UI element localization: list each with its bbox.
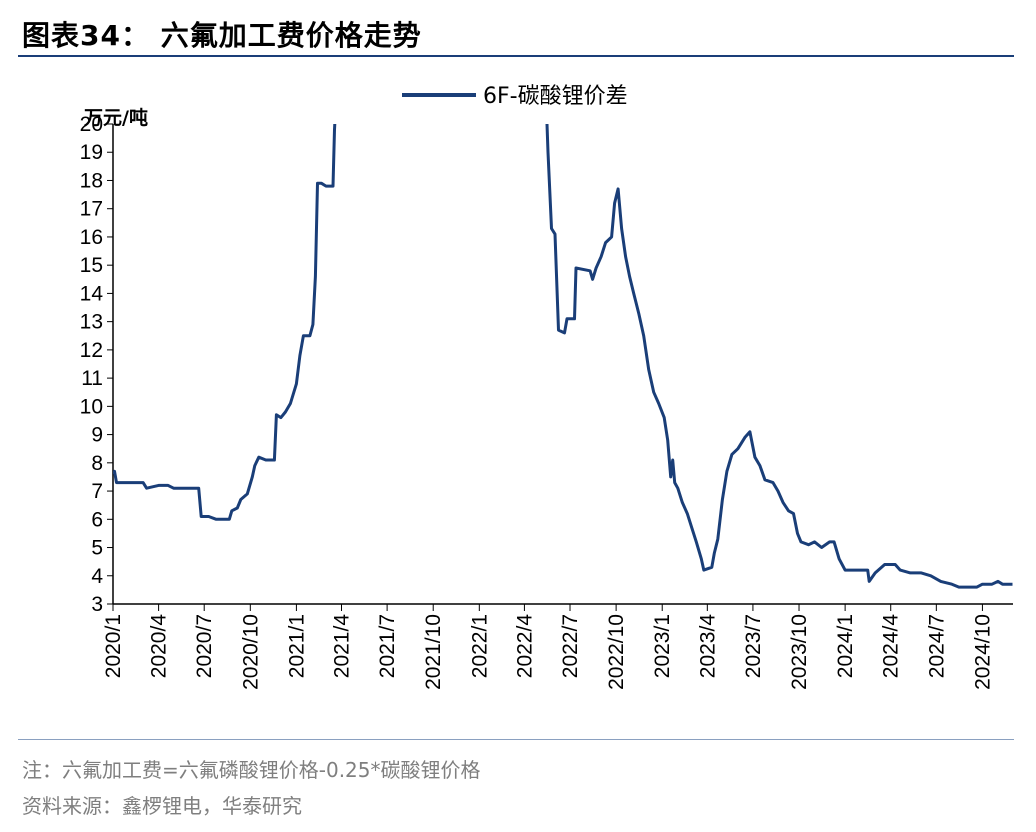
x-tick-label: 2023/4 [696, 614, 719, 679]
y-tick-label: 8 [91, 452, 103, 475]
x-tick-label: 2021/1 [285, 614, 308, 678]
y-tick-label: 13 [80, 311, 103, 334]
x-tick-label: 2024/10 [971, 614, 994, 690]
y-axis: 3 4 5 6 7 8 9 10 11 12 13 14 15 16 17 18 19 20 [80, 113, 114, 616]
plot-area [113, 124, 1013, 589]
y-tick-label: 16 [80, 226, 103, 249]
y-tick-label: 19 [80, 141, 103, 164]
x-tick-label: 2022/1 [468, 614, 491, 678]
legend: 6F-碳酸锂价差 [402, 84, 628, 109]
y-tick-label: 5 [91, 537, 103, 560]
legend-label: 6F-碳酸锂价差 [483, 84, 628, 109]
x-tick-label: 2021/10 [422, 614, 445, 690]
x-tick-label: 2024/1 [834, 614, 857, 678]
x-tick-label: 2021/4 [331, 614, 354, 679]
page-title: 图表34： 六氟加工费价格走势 [22, 19, 422, 52]
y-tick-label: 14 [80, 282, 104, 305]
footer-divider [18, 739, 1014, 740]
y-tick-label: 7 [91, 480, 103, 503]
y-tick-label: 17 [80, 198, 103, 221]
x-tick-label: 2020/10 [239, 614, 262, 690]
x-tick-label: 2020/1 [102, 614, 125, 678]
x-tick-label: 2023/10 [788, 614, 811, 690]
y-tick-label: 20 [80, 113, 103, 136]
x-tick-label: 2022/4 [513, 614, 536, 679]
x-tick-label: 2024/4 [880, 614, 903, 679]
y-tick-label: 6 [91, 508, 103, 531]
y-tick-label: 15 [80, 254, 103, 277]
y-tick-label: 11 [81, 367, 103, 390]
series-line-0 [113, 124, 1013, 589]
y-tick-label: 18 [80, 169, 103, 192]
x-tick-label: 2023/1 [651, 614, 674, 678]
y-tick-label: 12 [80, 339, 103, 362]
title-divider [18, 55, 1014, 57]
x-tick-label: 2023/7 [742, 614, 765, 678]
x-tick-label: 2022/7 [559, 614, 582, 678]
x-tick-label: 2024/7 [925, 614, 948, 678]
y-tick-label: 10 [80, 395, 103, 418]
y-tick-label: 3 [91, 593, 103, 616]
x-tick-label: 2020/4 [148, 614, 171, 679]
y-tick-label: 9 [91, 424, 103, 447]
chart-source: 资料来源：鑫椤锂电，华泰研究 [22, 794, 302, 818]
y-tick-label: 4 [91, 565, 103, 588]
x-tick-label: 2020/7 [193, 614, 216, 678]
y-axis-unit-label: 万元/吨 [83, 106, 148, 129]
x-tick-label: 2022/10 [605, 614, 628, 690]
chart-note: 注：六氟加工费=六氟磷酸锂价格-0.25*碳酸锂价格 [22, 758, 481, 782]
x-tick-label: 2021/7 [376, 614, 399, 678]
x-axis: 2020/1 2020/4 2020/7 2020/10 2021/1 2021/4 202… [102, 603, 1013, 690]
